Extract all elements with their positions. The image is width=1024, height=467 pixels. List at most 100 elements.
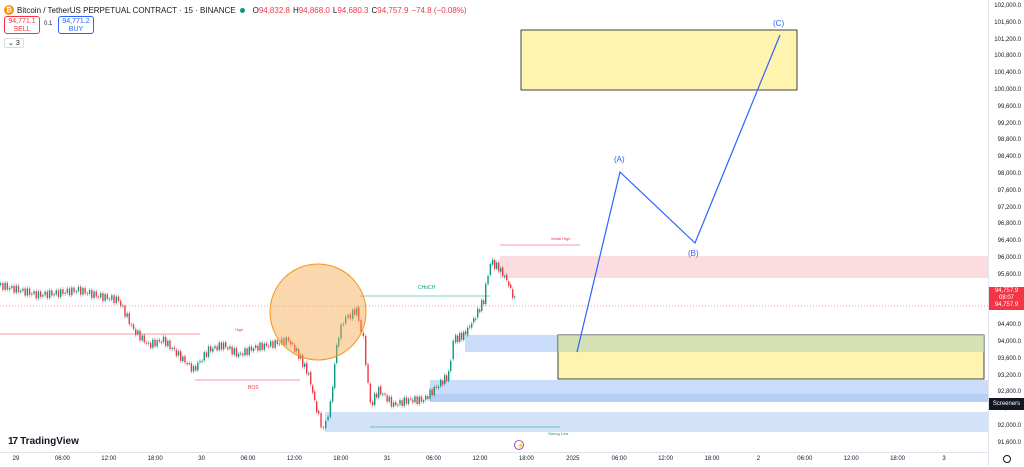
highlight-circle <box>269 263 367 361</box>
candle <box>388 396 390 402</box>
time-axis-tick: 2 <box>756 456 761 462</box>
candle <box>469 326 471 328</box>
candle <box>73 287 75 293</box>
candle <box>433 387 435 396</box>
candle <box>184 356 186 363</box>
settings-gear-icon[interactable] <box>1003 455 1011 463</box>
candle <box>336 344 338 363</box>
candle <box>201 360 203 362</box>
candle <box>437 386 440 388</box>
candle <box>240 353 242 355</box>
candle <box>283 338 285 346</box>
candle <box>372 401 374 406</box>
candle <box>290 340 292 345</box>
candle <box>60 289 62 297</box>
symbol-title[interactable]: Bitcoin / TetherUS PERPETUAL CONTRACT · … <box>17 5 236 15</box>
demand-zone-3 <box>430 394 988 402</box>
price-axis[interactable]: 102,000.0 101,600.0 101,200.0 100,800.0 100,… <box>988 0 1024 466</box>
candle <box>316 401 318 413</box>
candle <box>175 349 178 356</box>
time-axis-tick: 30 <box>198 456 205 462</box>
candle <box>95 291 97 297</box>
change-value: −74.8 (−0.08%) <box>411 5 467 15</box>
candle <box>130 324 133 326</box>
candle <box>276 340 279 344</box>
candle <box>322 427 325 429</box>
candle <box>272 341 274 348</box>
time-axis[interactable]: 29 06:00 12:00 18:00 30 06:00 12:00 18:00 31 06:0… <box>0 452 988 467</box>
candle <box>281 338 283 344</box>
candle <box>214 346 216 349</box>
price-axis-tick: 98,800.0 <box>997 137 1021 144</box>
candle <box>124 305 126 317</box>
candle <box>158 339 160 342</box>
lightning-icon <box>514 440 524 450</box>
candle <box>496 262 498 269</box>
candle <box>452 340 454 360</box>
candle <box>287 337 290 342</box>
candle <box>502 267 504 276</box>
candle <box>171 348 173 350</box>
price-axis-tick: 91,600.0 <box>997 439 1021 446</box>
candle <box>494 260 496 269</box>
candle <box>455 335 457 343</box>
candle <box>407 398 410 404</box>
price-axis-tick: 97,200.0 <box>997 204 1021 211</box>
candle <box>267 346 270 348</box>
candle <box>461 333 463 340</box>
candle <box>429 389 431 399</box>
candle <box>514 296 516 298</box>
candle <box>442 380 444 385</box>
buy-button[interactable]: 94,771.2 BUY <box>58 16 94 34</box>
candle <box>48 290 51 299</box>
supply-zone <box>500 256 988 278</box>
candle <box>327 416 329 421</box>
symbol-header[interactable]: ₿ Bitcoin / TetherUS PERPETUAL CONTRACT … <box>4 3 467 17</box>
candle <box>62 289 64 295</box>
candle <box>334 364 336 388</box>
candle <box>367 364 369 383</box>
candle <box>2 283 4 290</box>
candle <box>263 343 265 350</box>
candle <box>506 274 508 280</box>
candle <box>218 342 220 351</box>
candle <box>44 291 46 296</box>
wave-b-label: (B) <box>688 249 699 258</box>
market-open-dot <box>239 7 245 13</box>
candle <box>150 342 152 348</box>
tradingview-logo[interactable]: 17 TradingView <box>8 436 79 447</box>
candle <box>212 348 214 352</box>
sell-button[interactable]: 94,771.1 SELL <box>4 16 40 34</box>
candle <box>397 404 399 406</box>
candle <box>42 295 44 297</box>
candle <box>261 342 263 350</box>
candle <box>304 363 306 367</box>
candle <box>231 346 233 355</box>
candle <box>117 296 120 301</box>
candle <box>0 283 2 285</box>
candle <box>259 342 261 351</box>
candle <box>310 372 312 385</box>
candle <box>376 393 378 398</box>
time-axis-tick: 3 <box>942 456 946 462</box>
candles <box>0 257 516 431</box>
price-chart[interactable]: ⚡ <box>0 0 988 452</box>
candle <box>395 402 397 406</box>
price-axis-tick: 100,000.0 <box>994 87 1021 93</box>
candle <box>450 360 452 372</box>
candle <box>40 291 42 297</box>
candle <box>510 284 512 289</box>
candle <box>392 402 395 407</box>
screeners-button[interactable]: Screeners <box>989 398 1024 410</box>
candle <box>46 291 49 299</box>
time-axis-tick: 12:00 <box>286 456 302 462</box>
candle <box>384 393 386 395</box>
candle <box>257 345 259 351</box>
candle <box>465 331 467 335</box>
candle <box>169 340 171 349</box>
candle <box>180 351 182 361</box>
candle <box>22 288 24 291</box>
candle <box>162 336 165 343</box>
candle <box>165 336 167 347</box>
indicators-toggle[interactable]: ⌄ 3 <box>4 38 24 48</box>
